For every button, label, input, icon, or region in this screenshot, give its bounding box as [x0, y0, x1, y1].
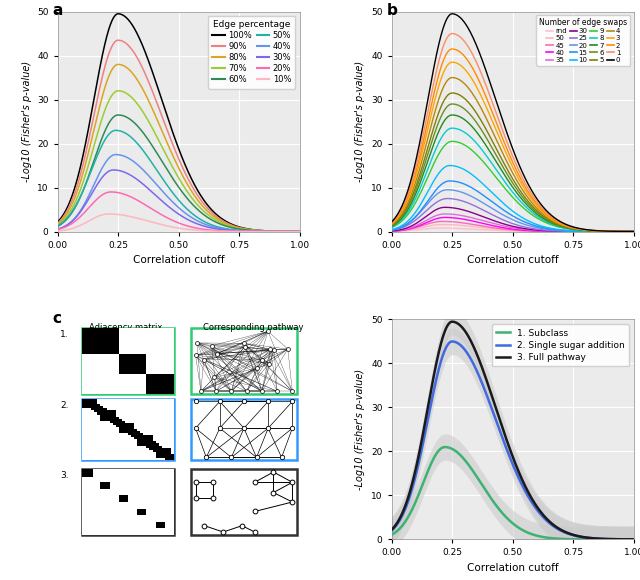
Line: 2. Single sugar addition: 2. Single sugar addition — [392, 342, 634, 539]
Legend: 100%, 90%, 80%, 70%, 60%, 50%, 40%, 30%, 20%, 10%: 100%, 90%, 80%, 70%, 60%, 50%, 40%, 30%,… — [208, 16, 296, 89]
Y-axis label: -Log10 (Fisher's p-value): -Log10 (Fisher's p-value) — [355, 369, 365, 490]
FancyBboxPatch shape — [82, 469, 174, 535]
Text: c: c — [52, 311, 61, 326]
2. Single sugar addition — [630, 536, 637, 543]
FancyBboxPatch shape — [191, 469, 297, 535]
3. Full pathway — [550, 521, 557, 528]
Text: 2.: 2. — [60, 401, 68, 410]
X-axis label: Correlation cutoff: Correlation cutoff — [467, 255, 559, 265]
FancyBboxPatch shape — [191, 398, 297, 460]
FancyBboxPatch shape — [82, 398, 174, 460]
3. Full pathway — [451, 318, 458, 325]
1. Subclass — [550, 535, 557, 542]
2. Single sugar addition — [550, 523, 557, 530]
3. Full pathway — [630, 536, 637, 543]
Text: 1.: 1. — [60, 331, 68, 339]
2. Single sugar addition — [570, 532, 578, 539]
Line: 3. Full pathway: 3. Full pathway — [392, 322, 634, 539]
Text: 3.: 3. — [60, 471, 68, 480]
3. Full pathway — [449, 318, 456, 325]
2. Single sugar addition — [498, 432, 506, 439]
3. Full pathway — [498, 422, 506, 429]
Text: b: b — [387, 3, 397, 18]
Legend: 1. Subclass, 2. Single sugar addition, 3. Full pathway: 1. Subclass, 2. Single sugar addition, 3… — [492, 324, 629, 367]
2. Single sugar addition — [431, 385, 438, 392]
2. Single sugar addition — [531, 503, 538, 510]
X-axis label: Correlation cutoff: Correlation cutoff — [132, 255, 225, 265]
FancyBboxPatch shape — [82, 328, 174, 394]
Legend: rnd, 50, 45, 40, 35, 30, 25, 20, 15, 10, 9, 8, 7, 6, 5, 4, 3, 2, 1, 0: rnd, 50, 45, 40, 35, 30, 25, 20, 15, 10,… — [536, 15, 630, 66]
Text: Adjacency matrix: Adjacency matrix — [89, 323, 163, 332]
Text: Corresponding pathway: Corresponding pathway — [203, 323, 303, 332]
3. Full pathway — [531, 500, 538, 507]
1. Subclass — [570, 536, 578, 543]
2. Single sugar addition — [388, 527, 396, 534]
2. Single sugar addition — [451, 338, 458, 345]
Y-axis label: -Log10 (Fisher's p-value): -Log10 (Fisher's p-value) — [355, 61, 365, 182]
X-axis label: Correlation cutoff: Correlation cutoff — [467, 563, 559, 573]
Line: 1. Subclass: 1. Subclass — [392, 447, 634, 539]
Text: a: a — [52, 3, 63, 18]
2. Single sugar addition — [449, 338, 456, 345]
1. Subclass — [451, 447, 458, 454]
3. Full pathway — [388, 527, 396, 534]
Y-axis label: -Log10 (Fisher's p-value): -Log10 (Fisher's p-value) — [22, 61, 31, 182]
3. Full pathway — [570, 532, 578, 539]
1. Subclass — [431, 454, 438, 461]
1. Subclass — [630, 536, 637, 543]
1. Subclass — [498, 509, 506, 516]
1. Subclass — [441, 444, 449, 451]
FancyBboxPatch shape — [191, 328, 297, 394]
1. Subclass — [388, 531, 396, 538]
3. Full pathway — [431, 369, 438, 376]
1. Subclass — [531, 532, 538, 539]
